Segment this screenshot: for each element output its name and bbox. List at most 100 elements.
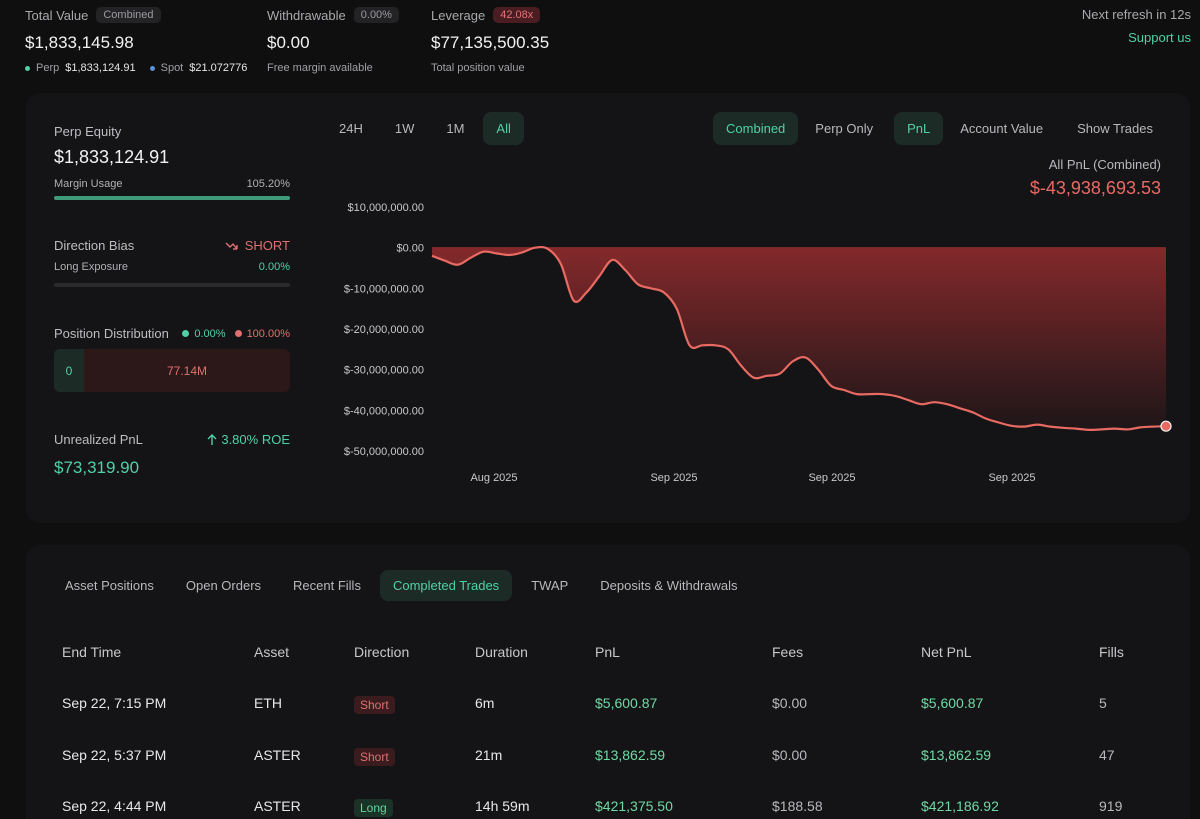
- unrealized-pnl-value: $73,319.90: [54, 458, 140, 477]
- long-exposure-value: 0.00%: [258, 261, 290, 273]
- cell-pnl: $5,600.87: [595, 695, 658, 711]
- dist-short-segment: 77.14M: [84, 349, 290, 392]
- cell-duration: 21m: [475, 746, 503, 763]
- pnl-chart-card: Perp Equity $1,833,124.91 Margin Usage 1…: [26, 93, 1190, 523]
- direction-bias-value: SHORT: [244, 238, 290, 253]
- leverage-stat: Leverage 42.08x $77,135,500.35 Total pos…: [431, 6, 549, 74]
- cell-fees: $0.00: [772, 746, 808, 763]
- column-header-fees[interactable]: Fees: [772, 644, 804, 660]
- tab-twap[interactable]: TWAP: [531, 578, 569, 593]
- dist-long-pct: 0.00%: [194, 327, 226, 340]
- perp-label: Perp: [36, 62, 60, 74]
- withdrawable-sub: Free margin available: [267, 62, 373, 74]
- long-dot-icon: [182, 330, 190, 337]
- direction-badge: Short: [354, 747, 395, 766]
- combined-pill[interactable]: Combined: [96, 7, 161, 23]
- withdrawable-stat: Withdrawable 0.00% $0.00 Free margin ava…: [267, 6, 399, 74]
- tab-recent-fills[interactable]: Recent Fills: [293, 578, 361, 593]
- cell-duration: 6m: [475, 695, 495, 711]
- roe-value: 3.80% ROE: [221, 432, 290, 447]
- cell-net-pnl: $13,862.59: [921, 746, 992, 763]
- tab-deposits-withdrawals[interactable]: Deposits & Withdrawals: [600, 578, 738, 593]
- timeframe-1w[interactable]: 1W: [381, 112, 428, 145]
- y-tick-label: $-30,000,000.00: [344, 365, 424, 377]
- cell-net-pnl: $5,600.87: [921, 695, 984, 711]
- perp-dot-icon: [25, 65, 30, 71]
- position-distribution-bar: 0 77.14M: [54, 349, 290, 392]
- cell-asset: ETH: [254, 695, 282, 711]
- direction-badge: Short: [354, 696, 395, 714]
- long-exposure-bar: [54, 283, 290, 287]
- perp-equity-value: $1,833,124.91: [54, 147, 170, 167]
- timeframe-1m[interactable]: 1M: [433, 112, 478, 145]
- timeframe-24h[interactable]: 24H: [326, 112, 376, 145]
- column-header-direction[interactable]: Direction: [354, 644, 410, 660]
- margin-usage-bar: [54, 196, 290, 200]
- cell-asset: ASTER: [254, 746, 301, 763]
- leverage-sub: Total position value: [431, 62, 525, 74]
- tab-open-orders[interactable]: Open Orders: [185, 578, 262, 593]
- cell-pnl: $13,862.59: [595, 746, 666, 763]
- spot-label: Spot: [160, 62, 184, 74]
- y-tick-label: $-20,000,000.00: [344, 324, 424, 336]
- column-header-end-time[interactable]: End Time: [62, 644, 122, 660]
- trend-down-icon: [225, 242, 238, 250]
- metric-pnl[interactable]: PnL: [894, 112, 944, 145]
- spot-value: $21.072776: [189, 62, 248, 74]
- column-header-net-pnl[interactable]: Net PnL: [921, 644, 972, 660]
- account-summary-header: Total Value Combined $1,833,145.98 Perp …: [0, 0, 1200, 90]
- column-header-pnl[interactable]: PnL: [595, 644, 620, 660]
- chart-toggles: Combined Perp Only PnL Account Value Show …: [713, 112, 1166, 145]
- x-tick-label: Aug 2025: [470, 472, 517, 484]
- support-us-link[interactable]: Support us: [1128, 30, 1191, 45]
- dist-short-pct: 100.00%: [246, 327, 290, 340]
- y-tick-label: $10,000,000.00: [348, 202, 424, 214]
- margin-usage-value: 105.20%: [246, 178, 290, 190]
- cell-fees: $0.00: [772, 695, 808, 711]
- metric-account-value[interactable]: Account Value: [947, 112, 1057, 145]
- timeframe-all[interactable]: All: [483, 112, 524, 145]
- scope-perp-only[interactable]: Perp Only: [802, 112, 887, 145]
- x-tick-label: Sep 2025: [988, 472, 1035, 484]
- column-header-fills[interactable]: Fills: [1099, 644, 1124, 660]
- refresh-timer: Next refresh in 12s: [1081, 7, 1191, 22]
- cell-asset: ASTER: [254, 798, 301, 814]
- cell-end-time: Sep 22, 7:15 PM: [62, 695, 167, 711]
- scope-toggle: Combined Perp Only: [713, 112, 887, 145]
- short-dot-icon: [234, 330, 242, 337]
- tab-asset-positions[interactable]: Asset Positions: [65, 578, 154, 593]
- refresh-area: Next refresh in 12s Support us: [1082, 7, 1191, 45]
- direction-badge: Long: [354, 799, 393, 817]
- pnl-series-line: [431, 245, 1167, 432]
- pnl-area-fill: [432, 247, 1166, 430]
- long-exposure-label: Long Exposure: [54, 261, 128, 273]
- y-tick-label: $-10,000,000.00: [344, 283, 424, 295]
- leverage-label: Leverage: [431, 7, 486, 23]
- column-header-duration[interactable]: Duration: [475, 644, 528, 660]
- cell-pnl: $421,375.50: [595, 798, 673, 814]
- tab-completed-trades[interactable]: Completed Trades: [379, 570, 513, 601]
- cell-net-pnl: $421,186.92: [921, 798, 999, 814]
- y-tick-label: $0.00: [396, 243, 424, 255]
- withdrawable-label: Withdrawable: [267, 7, 346, 23]
- scope-combined[interactable]: Combined: [713, 112, 799, 145]
- cell-end-time: Sep 22, 4:44 PM: [62, 798, 167, 814]
- dist-long-segment: 0: [54, 349, 84, 392]
- y-tick-label: $-40,000,000.00: [344, 405, 424, 417]
- x-tick-label: Sep 2025: [808, 472, 855, 484]
- cell-end-time: Sep 22, 5:37 PM: [62, 746, 167, 763]
- pnl-chart[interactable]: $10,000,000.00 $0.00 $-10,000,000.00 $-20,0…: [326, 198, 1190, 508]
- direction-bias: SHORT: [225, 238, 290, 253]
- direction-bias-label: Direction Bias: [54, 238, 135, 253]
- pnl-total: All PnL (Combined) $-43,938,693.53: [1030, 157, 1161, 199]
- timeframe-selector: 24H 1W 1M All: [326, 112, 524, 145]
- margin-usage-fill: [54, 196, 290, 200]
- cell-fills: 919: [1099, 798, 1123, 814]
- spot-dot-icon: [149, 65, 155, 71]
- show-trades-button[interactable]: Show Trades: [1064, 112, 1166, 145]
- cell-duration: 14h 59m: [475, 798, 530, 814]
- total-value-stat: Total Value Combined $1,833,145.98 Perp …: [25, 6, 255, 74]
- y-tick-label: $-50,000,000.00: [344, 446, 424, 458]
- column-header-asset[interactable]: Asset: [254, 644, 290, 660]
